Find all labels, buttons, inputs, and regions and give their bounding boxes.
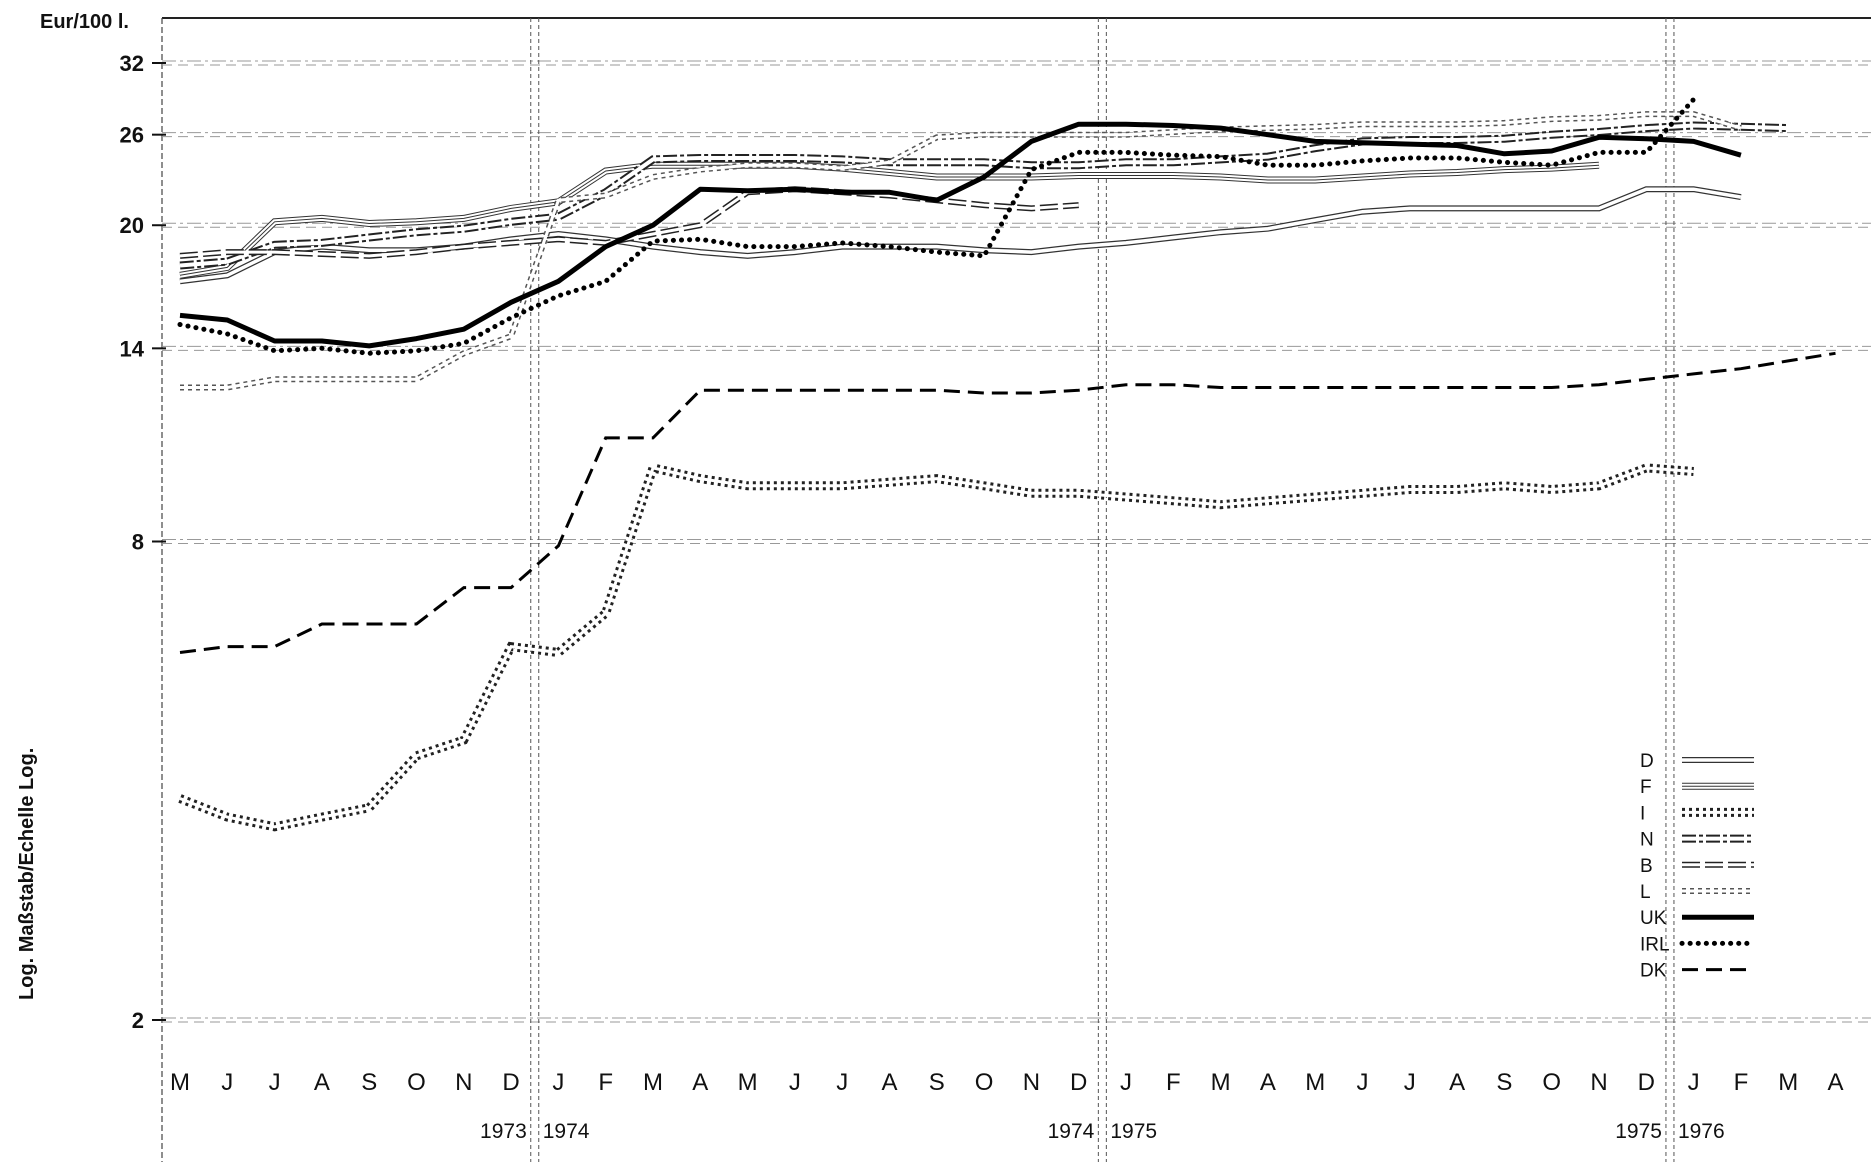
- scale-label: Log. Maßstab/Echelle Log.: [16, 748, 38, 1000]
- series-dk: [179, 351, 1836, 654]
- legend-label: F: [1640, 777, 1652, 798]
- y-tick-label: 14: [120, 336, 145, 361]
- x-tick-label: O: [1542, 1069, 1561, 1096]
- legend-item-irl: IRL: [1640, 934, 1757, 955]
- x-tick-label: J: [1688, 1069, 1700, 1096]
- series-f: [179, 161, 1600, 279]
- x-tick-label: D: [1638, 1069, 1655, 1096]
- year-label: 1974: [543, 1120, 590, 1143]
- year-label: 1973: [480, 1120, 527, 1143]
- x-tick-label: N: [455, 1069, 472, 1096]
- x-tick-label: J: [836, 1069, 848, 1096]
- x-tick-label: F: [1166, 1069, 1181, 1096]
- legend-item-d: D: [1640, 751, 1754, 772]
- x-tick-label: N: [1023, 1069, 1040, 1096]
- unit-label: Eur/100 l.: [40, 11, 129, 33]
- legend-item-uk: UK: [1640, 908, 1754, 929]
- x-tick-label: S: [1496, 1069, 1512, 1096]
- x-tick-label: A: [1260, 1069, 1276, 1096]
- x-tick-label: J: [552, 1069, 564, 1096]
- legend-item-l: L: [1640, 882, 1754, 903]
- x-tick-label: D: [1070, 1069, 1087, 1096]
- x-tick-label: M: [1305, 1069, 1325, 1096]
- series-uk: [179, 121, 1742, 349]
- legend-label: B: [1640, 856, 1653, 877]
- series-n: [179, 121, 1789, 270]
- legend-label: IRL: [1640, 934, 1670, 955]
- x-tick-label: J: [1120, 1069, 1132, 1096]
- plot-frame: [161, 17, 1871, 1162]
- x-tick-label: A: [881, 1069, 897, 1096]
- y-axis: 2 8 14 20 26 32: [120, 51, 166, 1033]
- year-label: 1975: [1110, 1120, 1157, 1143]
- x-tick-label: O: [975, 1069, 994, 1096]
- legend-label: DK: [1640, 961, 1667, 982]
- legend-label: L: [1640, 882, 1651, 903]
- legend-label: UK: [1640, 908, 1667, 929]
- x-tick-label: J: [221, 1069, 233, 1096]
- grid: [162, 60, 1871, 1023]
- y-tick-label: 32: [120, 51, 144, 76]
- x-tick-label: A: [314, 1069, 330, 1096]
- x-tick-label: N: [1590, 1069, 1607, 1096]
- year-label: 1975: [1615, 1120, 1662, 1143]
- y-tick-label: 2: [132, 1008, 144, 1033]
- series-i: [178, 462, 1694, 832]
- series-lines: [177, 96, 1836, 832]
- series-irl: [177, 96, 1697, 356]
- year-labels: 1973 1974 1974 1975 1975 1976: [480, 1120, 1725, 1143]
- legend-item-f: F: [1640, 777, 1754, 798]
- x-tick-label: M: [170, 1069, 190, 1096]
- series-l: [180, 111, 1742, 391]
- x-tick-label: S: [361, 1069, 377, 1096]
- x-tick-label: F: [1734, 1069, 1749, 1096]
- x-tick-label: J: [1404, 1069, 1416, 1096]
- legend-label: N: [1640, 830, 1654, 851]
- x-tick-label: J: [789, 1069, 801, 1096]
- x-tick-label: A: [692, 1069, 708, 1096]
- legend-item-n: N: [1640, 830, 1754, 851]
- y-tick-label: 26: [120, 123, 144, 148]
- legend-item-i: I: [1640, 803, 1754, 824]
- y-tick-label: 20: [120, 213, 144, 238]
- x-tick-label: A: [1827, 1069, 1843, 1096]
- x-tick-label: M: [1211, 1069, 1231, 1096]
- x-tick-label: J: [269, 1069, 281, 1096]
- y-tick-label: 8: [132, 530, 144, 555]
- x-tick-label: A: [1449, 1069, 1465, 1096]
- x-tick-label: M: [738, 1069, 758, 1096]
- legend-label: D: [1640, 751, 1654, 772]
- x-tick-label: F: [598, 1069, 613, 1096]
- x-tick-label: M: [1778, 1069, 1798, 1096]
- legend-item-b: B: [1640, 856, 1754, 877]
- year-label: 1976: [1678, 1120, 1725, 1143]
- legend-item-dk: DK: [1640, 961, 1754, 982]
- x-tick-label: S: [929, 1069, 945, 1096]
- legend-label: I: [1640, 803, 1645, 824]
- x-tick-label: O: [407, 1069, 426, 1096]
- x-tick-label: M: [643, 1069, 663, 1096]
- x-tick-label: J: [1357, 1069, 1369, 1096]
- year-label: 1974: [1048, 1120, 1095, 1143]
- x-tick-label: D: [502, 1069, 519, 1096]
